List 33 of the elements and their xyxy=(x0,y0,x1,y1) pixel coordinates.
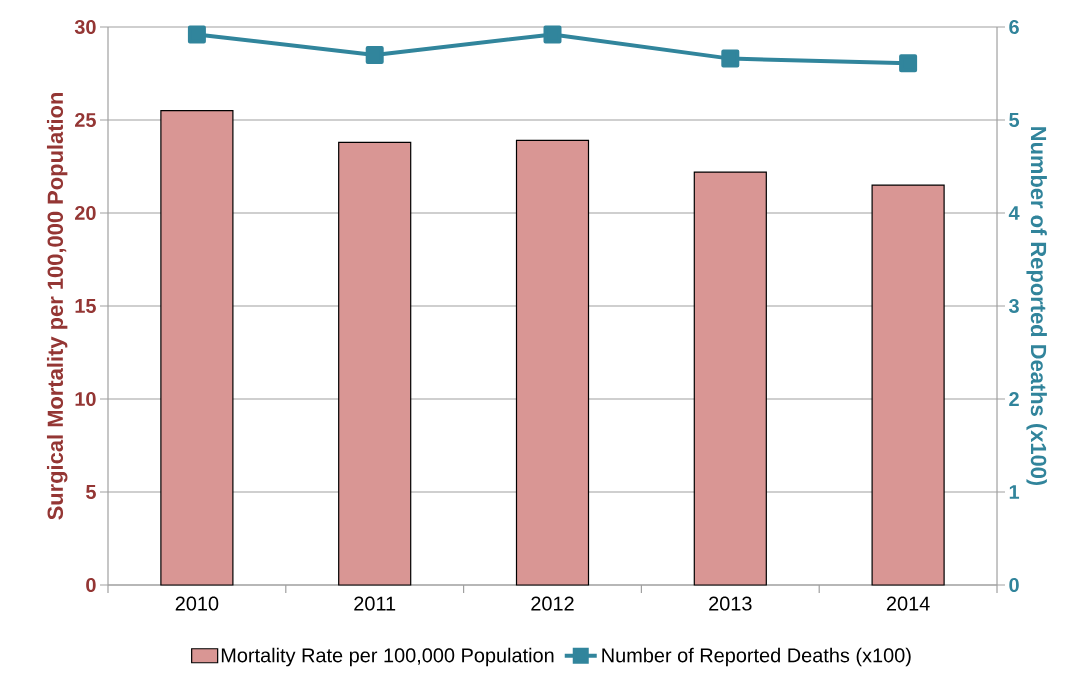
x-tick-label: 2014 xyxy=(886,596,930,611)
y2-tick-label: 6 xyxy=(1009,19,1019,35)
y2-tick-label: 2 xyxy=(1009,392,1019,406)
x-tick-label: 2011 xyxy=(354,596,396,611)
x-tick-label: 2012 xyxy=(531,596,574,611)
y-tick-label: 25 xyxy=(75,112,96,128)
y-tick-label: 20 xyxy=(75,205,96,221)
y2-tick-label: 4 xyxy=(1008,206,1020,220)
y2-axis-title: Number of Reported Deaths (x100) xyxy=(1026,127,1047,486)
x-tick-label: 2013 xyxy=(709,596,752,611)
y2-tick-label: 0 xyxy=(1009,577,1019,593)
point xyxy=(365,45,384,64)
y-tick-label: 15 xyxy=(75,299,96,313)
bar xyxy=(338,141,412,586)
bar xyxy=(160,110,234,586)
y2-tick-label: 3 xyxy=(1008,298,1019,314)
y2-tick-label: 1 xyxy=(1009,485,1020,499)
legend-label: Mortality Rate per 100,000 Population xyxy=(221,647,554,667)
bar xyxy=(515,139,590,586)
legend-label: Number of Reported Deaths (x100) xyxy=(602,647,911,667)
point xyxy=(543,25,562,44)
point xyxy=(899,54,918,73)
y-tick-label: 10 xyxy=(75,391,96,407)
bar xyxy=(871,184,945,586)
y-tick-label: 5 xyxy=(86,485,96,499)
point xyxy=(721,49,740,68)
point xyxy=(187,25,206,44)
y2-tick-label: 5 xyxy=(1009,113,1020,127)
x-tick-label: 2010 xyxy=(175,596,219,611)
y-tick-label: 30 xyxy=(74,19,96,35)
y-tick-label: 0 xyxy=(86,577,96,593)
y-axis-title: Surgical Mortality per 100,000 Population xyxy=(46,92,68,520)
bar xyxy=(693,171,767,586)
